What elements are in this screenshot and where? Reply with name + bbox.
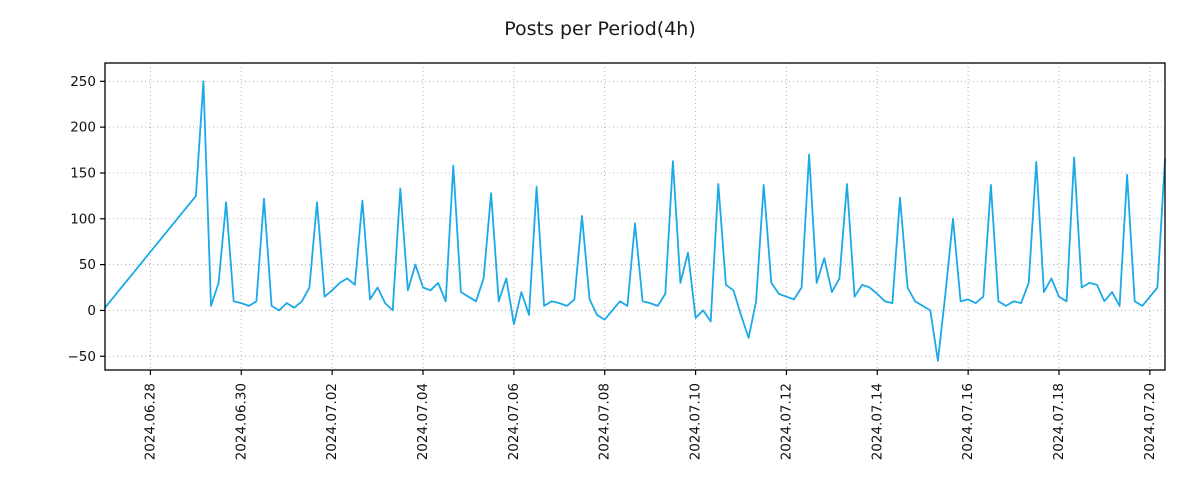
chart-title: Posts per Period(4h)	[504, 18, 696, 40]
x-tick-label: 2024.07.20	[1142, 383, 1158, 460]
y-tick-label: 150	[70, 165, 96, 181]
x-tick-label: 2024.06.30	[233, 383, 249, 460]
data-line	[104, 80, 1166, 362]
y-tick-label: 0	[87, 303, 96, 319]
y-tick-label: 100	[70, 211, 96, 227]
x-tick-label: 2024.07.14	[869, 383, 885, 460]
x-tick-label: 2024.07.02	[324, 383, 340, 460]
y-tick-label: 200	[70, 120, 96, 136]
x-tick-label: 2024.06.28	[142, 383, 158, 460]
x-tick-label: 2024.07.06	[506, 383, 522, 460]
x-tick-label: 2024.07.12	[778, 383, 794, 460]
x-tick-label: 2024.07.04	[415, 383, 431, 460]
y-tick-label: 50	[79, 257, 96, 273]
x-tick-label: 2024.07.10	[688, 383, 704, 460]
plot-border	[104, 62, 1166, 371]
y-tick-label: 250	[70, 74, 96, 90]
x-tick-label: 2024.07.18	[1051, 383, 1067, 460]
x-tick-label: 2024.07.16	[960, 383, 976, 460]
y-tick-label: −50	[68, 349, 97, 365]
x-tick-label: 2024.07.08	[597, 383, 613, 460]
